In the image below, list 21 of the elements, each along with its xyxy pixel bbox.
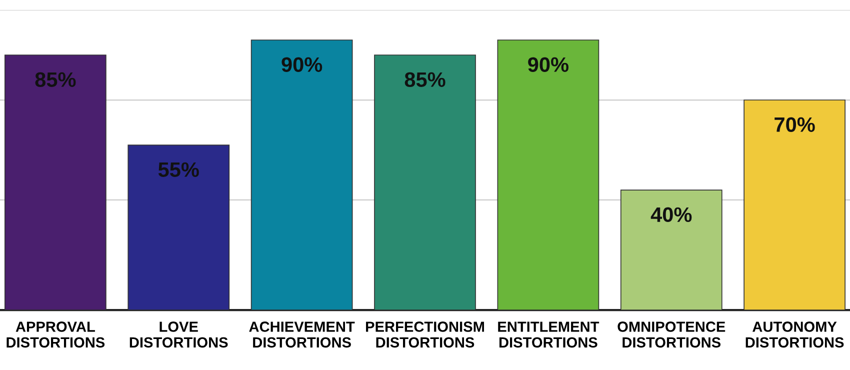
bar bbox=[250, 40, 353, 310]
bar bbox=[620, 190, 722, 310]
data-label: 70% bbox=[774, 117, 815, 132]
bar bbox=[374, 54, 476, 310]
data-label: 55% bbox=[158, 162, 199, 178]
data-label: 90% bbox=[282, 57, 322, 72]
x-tick-label: APPROVAL DISTORTIONS bbox=[6, 322, 105, 348]
data-label: 90% bbox=[528, 57, 568, 72]
x-tick-label: LOVE DISTORTIONS bbox=[130, 322, 228, 348]
x-tick-label: PERFECTIONISM DISTORTIONS bbox=[366, 322, 484, 348]
data-label: 85% bbox=[35, 72, 76, 87]
data-label: 85% bbox=[404, 72, 446, 87]
data-label: 40% bbox=[650, 207, 692, 222]
bar bbox=[497, 40, 600, 310]
x-tick-label: OMNIPOTENCE DISTORTIONS bbox=[618, 322, 726, 348]
bar bbox=[128, 144, 230, 310]
x-tick-label: ACHIEVEMENT DISTORTIONS bbox=[249, 322, 355, 348]
x-tick-label: ENTITLEMENT DISTORTIONS bbox=[498, 322, 600, 348]
x-tick-label: AUTONOMY DISTORTIONS bbox=[746, 322, 844, 348]
bar bbox=[4, 54, 106, 310]
bar bbox=[744, 100, 846, 310]
